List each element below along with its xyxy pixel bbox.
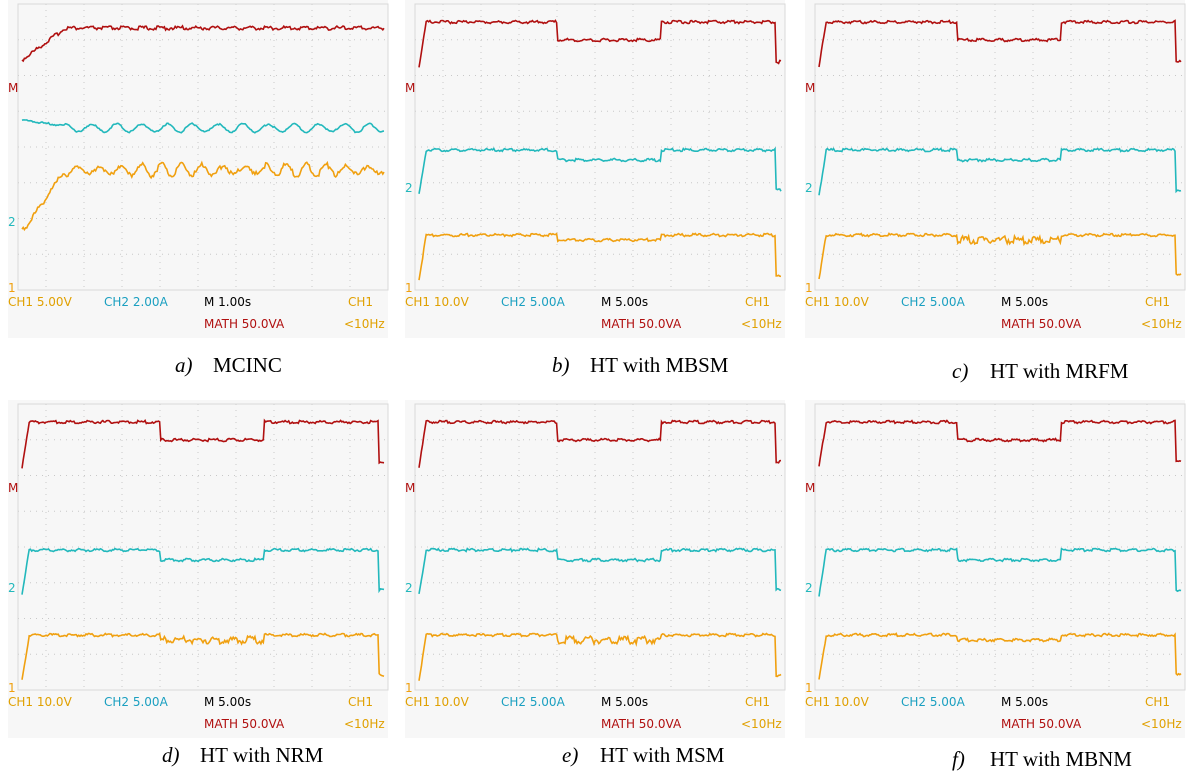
- math-setting: MATH 50.0VA: [1001, 317, 1082, 331]
- caption-label: e): [562, 743, 578, 767]
- channel-marker: M: [805, 81, 815, 95]
- channel-marker: M: [8, 81, 18, 95]
- math-setting: MATH 50.0VA: [601, 717, 682, 731]
- channel-marker: 1: [8, 681, 16, 695]
- channel-marker: M: [8, 481, 18, 495]
- timebase: M 1.00s: [204, 295, 251, 309]
- channel-marker: M: [405, 481, 415, 495]
- figure: M21CH1 5.00VCH2 2.00AM 1.00sMATH 50.0VAC…: [0, 0, 1196, 776]
- math-setting: MATH 50.0VA: [204, 317, 285, 331]
- ch2-setting: CH2 5.00A: [501, 695, 566, 709]
- channel-marker: 1: [805, 681, 813, 695]
- trigger-freq: <10Hz: [1141, 717, 1182, 731]
- ch1-setting: CH1 10.0V: [805, 295, 870, 309]
- page: M21CH1 5.00VCH2 2.00AM 1.00sMATH 50.0VAC…: [0, 0, 1196, 776]
- channel-marker: 1: [405, 681, 413, 695]
- math-setting: MATH 50.0VA: [1001, 717, 1082, 731]
- ch1-setting: CH1 10.0V: [805, 695, 870, 709]
- caption-label: a): [175, 353, 193, 377]
- timebase: M 5.00s: [601, 295, 648, 309]
- scope-screen: [405, 400, 785, 738]
- ch2-setting: CH2 5.00A: [501, 295, 566, 309]
- channel-marker: 1: [8, 281, 16, 295]
- caption-label: f): [952, 747, 965, 771]
- ch2-setting: CH2 2.00A: [104, 295, 169, 309]
- trigger-freq: <10Hz: [741, 317, 782, 331]
- channel-marker: M: [805, 481, 815, 495]
- caption-text: HT with MBNM: [990, 747, 1132, 771]
- caption-text: HT with MBSM: [590, 353, 729, 377]
- trigger-source: CH1: [1145, 695, 1170, 709]
- timebase: M 5.00s: [601, 695, 648, 709]
- trigger-source: CH1: [348, 695, 373, 709]
- channel-marker: 2: [805, 581, 813, 595]
- trigger-source: CH1: [348, 295, 373, 309]
- caption-label: c): [952, 359, 968, 383]
- channel-marker: 2: [8, 215, 16, 229]
- timebase: M 5.00s: [1001, 695, 1048, 709]
- ch1-setting: CH1 10.0V: [405, 295, 470, 309]
- ch2-setting: CH2 5.00A: [901, 695, 966, 709]
- caption-text: HT with MRFM: [990, 359, 1129, 383]
- ch2-setting: CH2 5.00A: [104, 695, 169, 709]
- channel-marker: 2: [405, 181, 413, 195]
- ch1-setting: CH1 10.0V: [405, 695, 470, 709]
- trigger-source: CH1: [745, 695, 770, 709]
- timebase: M 5.00s: [204, 695, 251, 709]
- trigger-freq: <10Hz: [1141, 317, 1182, 331]
- caption-label: d): [162, 743, 180, 767]
- trigger-source: CH1: [745, 295, 770, 309]
- scope-screen: [805, 400, 1185, 738]
- channel-marker: 2: [405, 581, 413, 595]
- trigger-freq: <10Hz: [344, 717, 385, 731]
- trigger-freq: <10Hz: [741, 717, 782, 731]
- scope-screen: [805, 0, 1185, 338]
- timebase: M 5.00s: [1001, 295, 1048, 309]
- math-setting: MATH 50.0VA: [601, 317, 682, 331]
- math-setting: MATH 50.0VA: [204, 717, 285, 731]
- trigger-freq: <10Hz: [344, 317, 385, 331]
- trigger-source: CH1: [1145, 295, 1170, 309]
- ch1-setting: CH1 10.0V: [8, 695, 73, 709]
- channel-marker: 1: [405, 281, 413, 295]
- channel-marker: 1: [805, 281, 813, 295]
- caption-text: HT with NRM: [200, 743, 324, 767]
- caption-text: MCINC: [213, 353, 282, 377]
- scope-screen: [405, 0, 785, 338]
- scope-screen: [8, 400, 388, 738]
- ch1-setting: CH1 5.00V: [8, 295, 73, 309]
- caption-label: b): [552, 353, 570, 377]
- channel-marker: 2: [805, 181, 813, 195]
- ch2-setting: CH2 5.00A: [901, 295, 966, 309]
- caption-text: HT with MSM: [600, 743, 725, 767]
- channel-marker: M: [405, 81, 415, 95]
- channel-marker: 2: [8, 581, 16, 595]
